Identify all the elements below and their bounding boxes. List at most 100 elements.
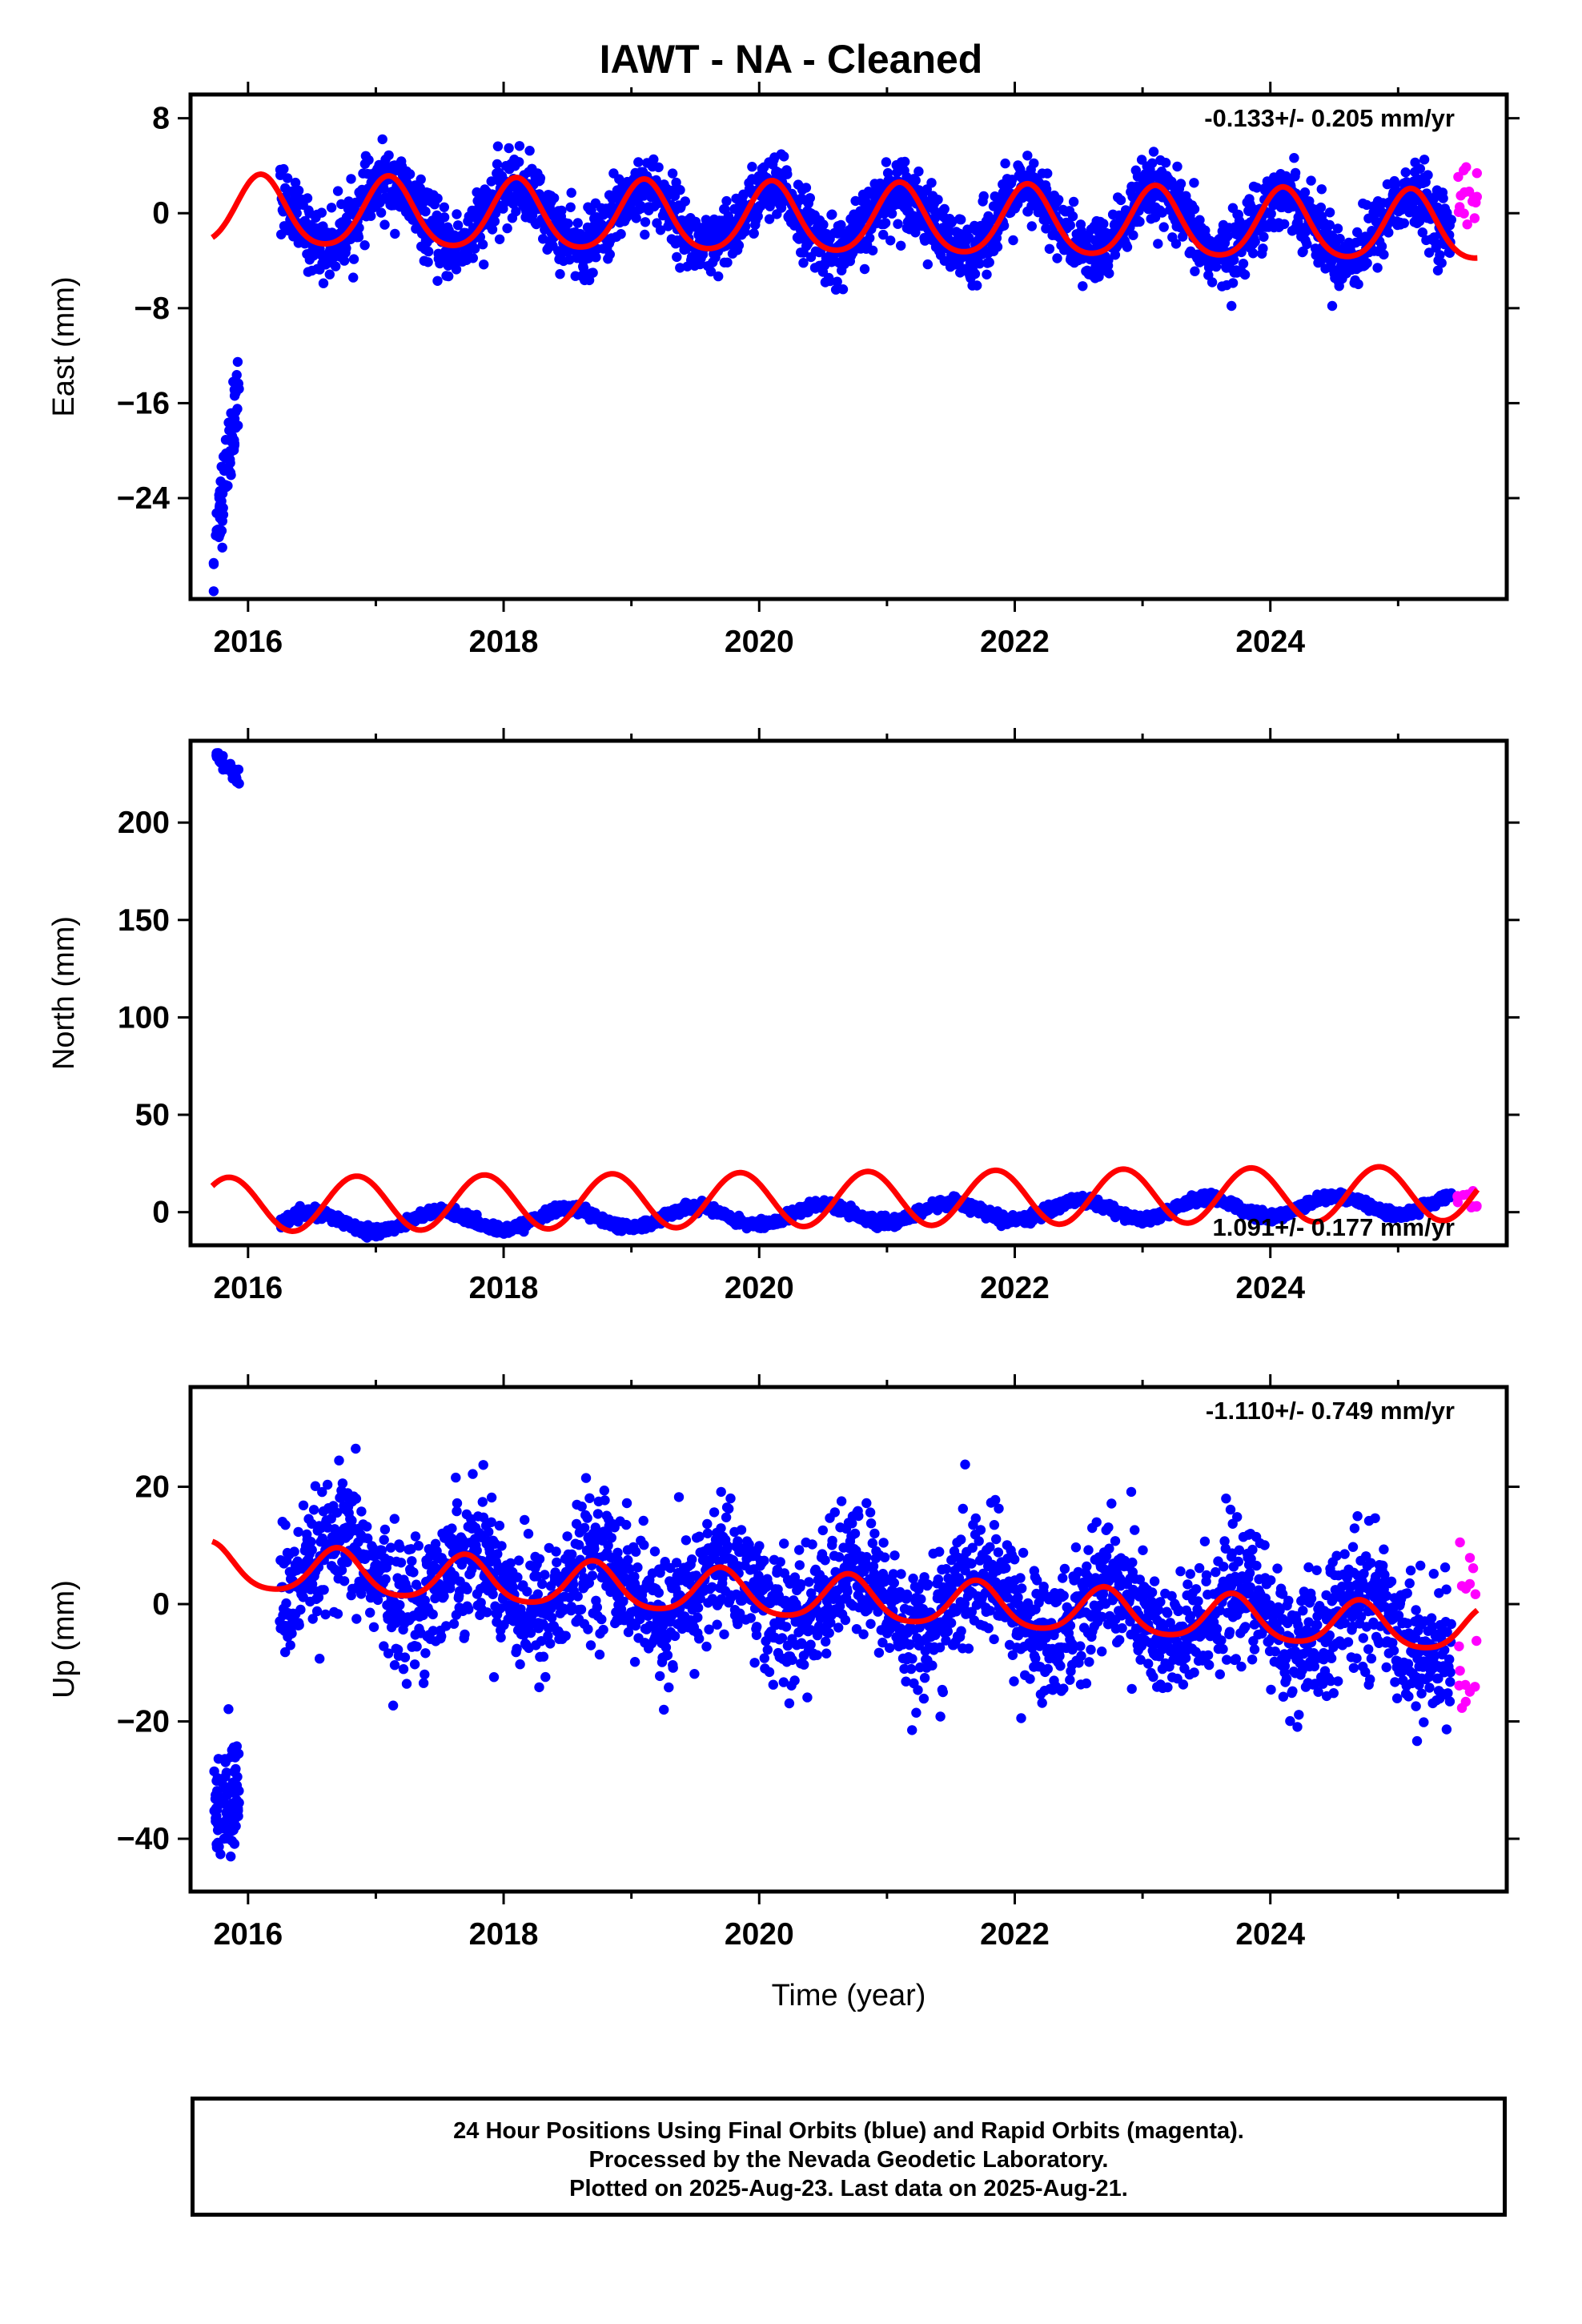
east-final-point [805, 193, 815, 203]
east-final-point [865, 233, 875, 243]
east-final-point [830, 284, 841, 295]
east-final-point [640, 217, 651, 227]
east-ytick-label: −16 [117, 386, 170, 420]
east-final-point [346, 174, 356, 184]
east-final-point [1335, 233, 1345, 244]
east-final-point [566, 187, 576, 198]
east-final-point [423, 257, 433, 267]
east-final-point [524, 146, 535, 156]
north-final-point [211, 750, 223, 762]
east-final-point [926, 178, 937, 188]
east-final-point [675, 263, 685, 273]
east-final-point [1419, 155, 1430, 165]
east-final-point [733, 240, 745, 251]
east-final-point [675, 185, 685, 195]
east-final-point [326, 203, 337, 213]
east-final-point [348, 272, 359, 283]
east-final-point [1044, 243, 1055, 254]
east-final-point [1250, 236, 1260, 247]
east-final-point [444, 271, 454, 282]
east-final-point [548, 193, 560, 203]
east-final-point [880, 218, 891, 228]
east-final-point [363, 155, 374, 165]
east-final-point [1078, 281, 1088, 292]
east-final-point [432, 193, 443, 203]
east-final-point [1158, 222, 1169, 232]
east-final-point [1324, 219, 1335, 231]
east-final-point [881, 157, 892, 167]
east-final-point [208, 559, 219, 569]
east-final-point [1332, 223, 1343, 234]
east-final-point [1376, 241, 1387, 251]
east-final-point [1229, 255, 1239, 265]
east-final-point [633, 157, 644, 167]
east-final-point [221, 482, 231, 493]
east-final-point [1302, 239, 1312, 250]
east-final-point [631, 213, 641, 223]
east-final-point [375, 207, 387, 218]
east-final-point [705, 266, 717, 277]
east-final-point [1379, 249, 1389, 260]
east-final-point [565, 202, 576, 212]
east-ylabel: East (mm) [47, 276, 81, 416]
east-final-point [1290, 167, 1301, 179]
east-final-point [1104, 268, 1114, 279]
east-final-point [933, 195, 943, 205]
east-final-point [1372, 263, 1383, 273]
east-final-point [801, 183, 812, 193]
east-final-point [229, 391, 240, 401]
east-final-point [208, 586, 219, 597]
east-final-point [779, 151, 789, 162]
east-ytick-label: −8 [135, 292, 170, 326]
east-final-point [1431, 243, 1441, 253]
east-final-point [1041, 223, 1051, 234]
east-final-point [616, 229, 626, 239]
east-final-point [1438, 193, 1448, 203]
east-final-point [640, 229, 650, 240]
east-final-point [290, 177, 301, 188]
east-final-point [672, 251, 682, 263]
east-plot-area [208, 134, 1483, 597]
east-rapid-point [1459, 165, 1469, 175]
east-final-point [1299, 187, 1311, 198]
east-final-point [492, 159, 503, 170]
east-final-point [1172, 161, 1182, 172]
east-final-point [749, 228, 759, 239]
east-final-point [885, 235, 896, 246]
east-rapid-point [1469, 213, 1480, 223]
east-final-point [1147, 158, 1158, 168]
east-xtick-label: 2024 [1235, 625, 1305, 659]
east-xtick-label: 2022 [980, 625, 1050, 659]
east-final-point [452, 220, 464, 231]
east-final-point [1327, 300, 1338, 312]
east-final-point [302, 193, 313, 203]
east-final-point [424, 246, 434, 257]
east-final-point [1399, 218, 1410, 228]
east-final-point [970, 268, 981, 279]
east-final-point [1279, 219, 1290, 229]
east-final-point [339, 255, 350, 266]
east-final-point [1400, 167, 1411, 178]
east-final-point [477, 239, 488, 250]
east-final-point [514, 157, 524, 167]
east-final-point [964, 232, 974, 243]
east-final-point [226, 446, 237, 456]
east-final-point [972, 280, 982, 291]
east-final-point [722, 257, 733, 267]
east-final-point [486, 176, 496, 187]
east-final-point [527, 210, 538, 220]
north-plot-area [210, 748, 1482, 1243]
east-final-point [1258, 243, 1268, 254]
east-final-point [1189, 178, 1199, 188]
east-final-point [217, 542, 227, 553]
east-final-point [1251, 183, 1263, 193]
east-final-point [886, 208, 897, 219]
east-final-point [1022, 151, 1033, 161]
east-final-point [555, 269, 565, 279]
east-final-point [1148, 147, 1159, 157]
east-final-point [1065, 220, 1076, 231]
east-final-point [1446, 215, 1457, 225]
